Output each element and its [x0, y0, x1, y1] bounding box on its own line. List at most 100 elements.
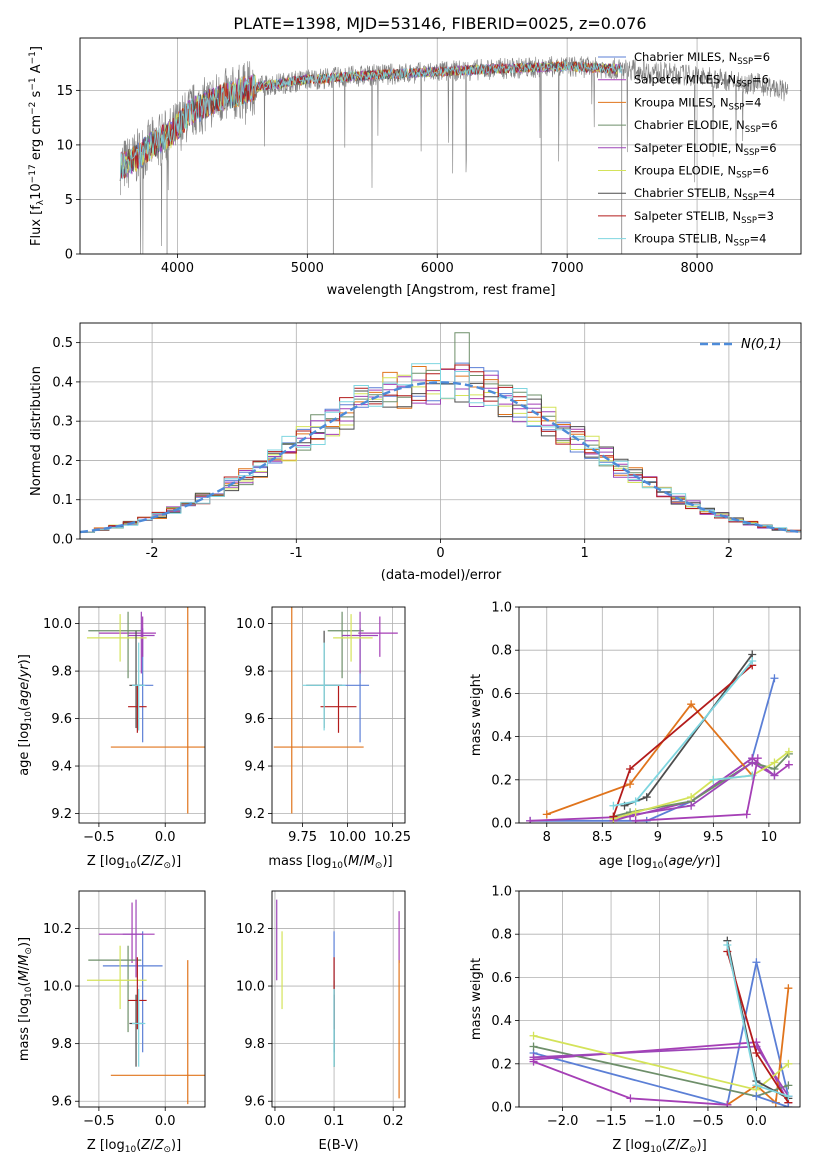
plus-marker — [609, 812, 618, 821]
plus-marker — [784, 760, 793, 769]
plus-marker — [723, 941, 732, 949]
point-salpeter-miles — [98, 616, 156, 657]
y-axis-label: age [log10(age/yr)] — [17, 654, 34, 776]
legend-entry: N(0,1) — [741, 337, 782, 352]
x-tick-label: 6000 — [421, 261, 454, 276]
y-tick-label: 0.8 — [491, 928, 512, 943]
point-kroupa-elodie — [333, 614, 373, 662]
y-tick-label: 0.4 — [491, 1014, 512, 1029]
plus-marker — [752, 1092, 761, 1101]
legend-entry: Kroupa ELODIE, NSSP=6 — [634, 164, 769, 181]
plus-marker — [752, 958, 761, 967]
weight_vs_age-lines — [526, 650, 793, 823]
plus-marker — [748, 758, 757, 767]
plus-marker — [770, 758, 779, 767]
point-salpeter-elodie — [122, 899, 143, 978]
plus-marker — [642, 793, 651, 802]
y-tick-label: 0.4 — [491, 730, 512, 745]
y-axis-label: Flux [fλ10−17 erg cm−2 s−1 A−1] — [28, 46, 46, 246]
legend-entry: Salpeter STELIB, NSSP=3 — [634, 209, 774, 226]
point-salpeter-stelib — [128, 957, 147, 1030]
x-tick-label: −2.0 — [547, 1114, 579, 1129]
series-kroupa-miles — [542, 700, 757, 819]
x-tick-label: 0.2 — [383, 1114, 404, 1129]
x-tick-label: 2 — [725, 546, 733, 561]
series-salpeter-stelib — [609, 661, 757, 821]
y-tick-label: 0.2 — [491, 773, 512, 788]
y-tick-label: 10 — [56, 138, 73, 153]
plus-marker — [784, 1081, 793, 1090]
series-line — [612, 664, 753, 817]
x-tick-label: −0.5 — [692, 1114, 724, 1129]
x-tick-label: 10 — [761, 830, 778, 845]
y-axis-label: mass weight — [469, 958, 484, 1040]
legend-entry: Chabrier STELIB, NSSP=4 — [634, 186, 775, 203]
spectrum-lines — [119, 56, 789, 254]
y-tick-label: 0.6 — [491, 971, 512, 986]
point-chabrier-elodie — [88, 611, 142, 679]
legend-entry: Chabrier ELODIE, NSSP=6 — [634, 118, 778, 135]
y-tick-label: 10.0 — [236, 980, 265, 995]
weight_vs_Z-lines — [529, 936, 793, 1107]
point-salpeter-miles — [358, 616, 398, 657]
point-chabrier-miles — [102, 931, 163, 1053]
plus-marker — [626, 1094, 635, 1103]
y-tick-label: 9.4 — [51, 760, 72, 775]
x-tick-label: 8000 — [681, 261, 714, 276]
plus-marker — [784, 984, 793, 993]
plus-marker — [529, 1031, 538, 1040]
point-chabrier-stelib — [129, 630, 143, 729]
series-salpeter-miles — [529, 1057, 732, 1107]
x-axis-label: E(B-V) — [318, 1138, 358, 1153]
y-tick-label: 1.0 — [491, 601, 512, 616]
series-kroupa-elodie — [609, 747, 793, 823]
series-line — [533, 962, 790, 1106]
series-chabrier-stelib — [620, 650, 757, 810]
x-tick-label: 0.1 — [324, 1114, 345, 1129]
x-tick-label: 9.5 — [703, 830, 724, 845]
legend-entry: Chabrier MILES, NSSP=6 — [634, 50, 770, 67]
series-kroupa-stelib — [609, 657, 757, 810]
x-tick-label: 9.75 — [288, 830, 317, 845]
y-tick-label: 5 — [65, 193, 73, 208]
x-tick-label: −0.5 — [83, 1114, 115, 1129]
age_vs_mass-frame — [271, 606, 406, 824]
y-tick-label: 10.0 — [43, 617, 72, 632]
x-tick-label: 9 — [654, 830, 662, 845]
y-tick-label: 0 — [65, 248, 73, 263]
y-tick-label: 9.2 — [51, 807, 72, 822]
weight_vs_age-frame — [518, 606, 801, 824]
series-chabrier-miles — [752, 1092, 793, 1107]
mass_vs_EBV-frame — [271, 890, 406, 1108]
spectrum-legend: Chabrier MILES, NSSP=6 Salpeter MILES, NS… — [598, 50, 778, 249]
point-kroupa-stelib — [132, 988, 146, 1067]
weight_vs_Z-frame — [518, 890, 801, 1108]
series-line — [713, 774, 753, 781]
plus-marker — [631, 797, 640, 806]
spectrum-frame — [79, 37, 802, 255]
point-kroupa-miles — [110, 960, 205, 1105]
x-tick-label: 7000 — [551, 261, 584, 276]
x-axis-label: age [log10(age/yr)] — [599, 854, 721, 871]
plus-marker — [626, 765, 635, 773]
point-kroupa-stelib — [132, 642, 146, 731]
legend-entry: Kroupa STELIB, NSSP=4 — [634, 232, 766, 249]
y-tick-label: 10.2 — [43, 922, 72, 937]
x-tick-label: 5000 — [291, 261, 324, 276]
y-tick-label: 0.4 — [52, 375, 73, 390]
point-chabrier-elodie — [327, 611, 364, 679]
plus-marker — [770, 674, 779, 683]
y-tick-label: 9.6 — [51, 712, 72, 727]
hist-kroupa-stelib — [80, 363, 801, 533]
y-tick-label: 9.8 — [244, 665, 265, 680]
y-tick-label: 10.2 — [236, 922, 265, 937]
plus-marker — [709, 775, 718, 784]
y-tick-label: 0.0 — [52, 533, 73, 548]
x-tick-label: 8.5 — [592, 830, 613, 845]
y-tick-label: 0.6 — [491, 687, 512, 702]
series-kroupa-stelib — [709, 771, 757, 784]
plus-marker — [753, 754, 762, 763]
y-tick-label: 10.0 — [236, 617, 265, 632]
series-line — [726, 988, 790, 1106]
